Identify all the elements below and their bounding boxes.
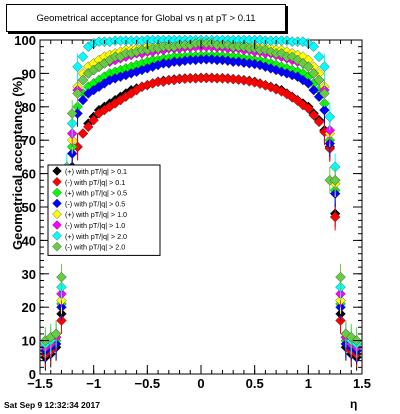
legend-marker	[52, 209, 62, 219]
x-axis-label: η	[350, 397, 358, 411]
x-tick-label: −0.5	[134, 376, 160, 391]
data-point	[72, 61, 83, 73]
data-point	[50, 328, 62, 340]
data-point	[335, 271, 346, 283]
data-point	[265, 46, 277, 57]
chart-title: Geometrical acceptance for Global vs η a…	[36, 12, 256, 24]
data-point	[265, 63, 277, 74]
data-point	[345, 331, 357, 343]
data-point	[265, 81, 277, 93]
data-point	[313, 116, 325, 128]
data-point	[77, 51, 89, 62]
legend-entry: (+) with pT/|q| > 2.0	[65, 232, 127, 241]
data-point	[313, 51, 325, 62]
data-point	[303, 61, 314, 73]
data-point	[88, 114, 99, 126]
legend-box	[47, 164, 161, 256]
data-point	[308, 41, 319, 52]
y-tick-label: 40	[22, 233, 36, 248]
y-tick-label: 100	[14, 33, 36, 48]
legend-entry: (+) with pT/|q| > 1.0	[65, 210, 127, 219]
y-tick-label: 70	[22, 133, 36, 148]
data-point	[281, 68, 293, 79]
y-tick-label: 50	[22, 200, 36, 215]
legend-marker	[52, 166, 62, 176]
data-point	[281, 88, 293, 100]
data-point	[303, 78, 314, 89]
data-point	[308, 109, 319, 121]
data-point	[313, 74, 325, 86]
legend-marker	[52, 241, 62, 252]
chart-title-box: Geometrical acceptance for Global vs η a…	[6, 4, 286, 32]
legend-entry: (-) with pT/|q| > 0.5	[65, 199, 125, 208]
y-tick-label: 80	[22, 100, 36, 115]
data-point	[303, 103, 314, 114]
data-point	[329, 211, 341, 223]
legend-entry: (-) with pT/|q| > 0.1	[65, 178, 125, 187]
x-tick-label: 1	[305, 376, 312, 391]
data-point	[72, 88, 83, 99]
legend-entry: (+) with pT/|q| > 0.5	[65, 189, 127, 198]
footer-timestamp: Sat Sep 9 12:32:34 2017	[4, 400, 100, 410]
data-point	[308, 84, 319, 96]
data-point	[308, 68, 319, 79]
legend-entry: (+) with pT/|q| > 0.1	[65, 167, 127, 176]
legend-marker	[52, 231, 62, 241]
data-point	[56, 271, 67, 283]
y-axis-label: Geometrical acceptance (%)	[10, 76, 25, 250]
data-point	[329, 174, 341, 186]
y-tick-label: 10	[22, 334, 36, 349]
data-point	[77, 128, 89, 139]
data-point	[77, 94, 89, 106]
data-point	[324, 111, 336, 123]
y-tick-label: 20	[22, 300, 36, 315]
legend-entry: (-) with pT/|q| > 2.0	[65, 243, 125, 252]
data-point	[66, 108, 78, 119]
x-tick-label: 1.5	[353, 376, 371, 391]
data-point	[319, 88, 330, 99]
y-tick-label: 90	[22, 66, 36, 81]
y-tick-label: 30	[22, 267, 36, 282]
legend-marker	[52, 198, 62, 209]
legend-marker	[52, 220, 62, 230]
data-point	[319, 104, 330, 116]
x-tick-label: −1.5	[27, 376, 53, 391]
axis-ticks: −1.5 −1 −0.5 0 0.5 1 1.5 0 10 20 30 40 50 60 70 80 90 100	[14, 33, 371, 391]
data-point	[297, 99, 309, 111]
y-tick-label: 60	[22, 167, 36, 182]
x-tick-label: 0.5	[246, 376, 264, 391]
y-tick-label: 0	[29, 367, 36, 382]
data-point	[83, 121, 94, 133]
data-point	[297, 58, 309, 69]
legend-entry: (-) with pT/|q| > 1.0	[65, 221, 125, 230]
x-tick-label: 0	[197, 376, 204, 391]
series-8	[40, 38, 362, 354]
legend: (+) with pT/|q| > 0.1 (-) with pT/|q| > 0…	[47, 164, 161, 256]
legend-marker	[52, 187, 62, 198]
data-point	[77, 74, 89, 86]
data-point	[297, 36, 309, 47]
data-point	[297, 74, 309, 86]
x-tick-label: −1	[86, 376, 101, 391]
legend-marker	[52, 177, 62, 187]
data-point	[319, 61, 330, 73]
